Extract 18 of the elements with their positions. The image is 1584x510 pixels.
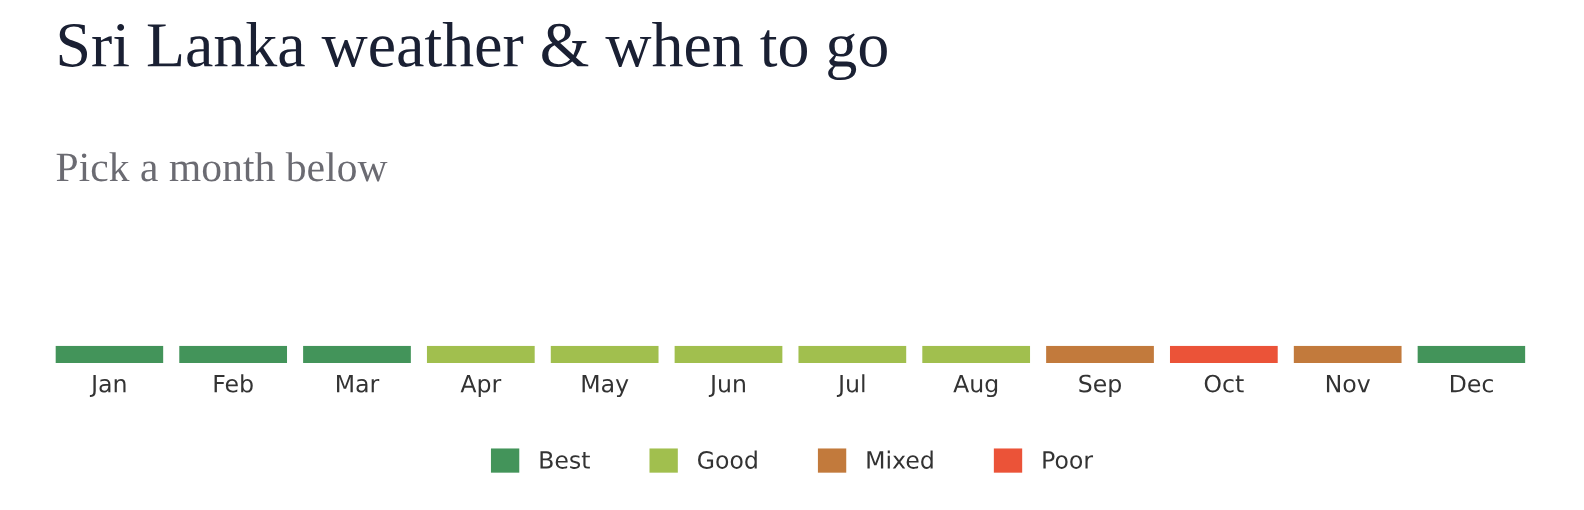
- chart-subtitle: Pick a month below: [56, 152, 388, 182]
- x-tick-label: Sep: [1079, 374, 1121, 398]
- x-tick-label: Dec: [1450, 374, 1493, 393]
- x-tick-label: Oct: [1204, 374, 1244, 393]
- x-tick-label: Jun: [708, 374, 745, 397]
- x-tick-label: Nov: [1326, 374, 1371, 393]
- chart-title: Sri Lanka weather & when to go: [59, 21, 887, 81]
- x-tick-label: Jul: [836, 374, 865, 397]
- x-tick-label: Aug: [953, 374, 998, 398]
- x-tick-label: Feb: [214, 374, 253, 393]
- x-tick-label: Jan: [89, 374, 126, 397]
- x-tick-label: Apr: [460, 374, 502, 398]
- legend-label: Mixed: [867, 450, 933, 469]
- x-tick-label: May: [582, 374, 629, 398]
- legend-label: Poor: [1043, 451, 1094, 469]
- legend-label: Best: [540, 451, 590, 469]
- x-tick-label: Mar: [337, 374, 380, 393]
- legend-label: Good: [698, 450, 757, 469]
